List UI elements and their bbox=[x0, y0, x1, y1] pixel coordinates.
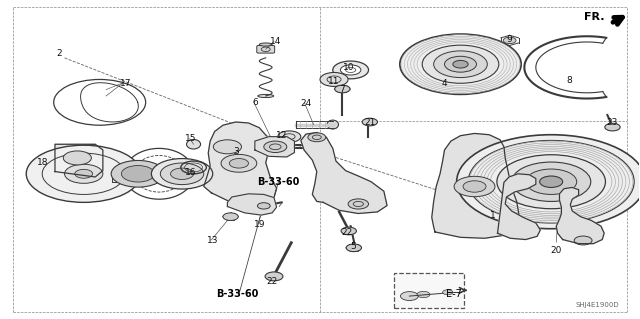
Circle shape bbox=[540, 176, 563, 188]
Circle shape bbox=[264, 141, 287, 152]
Text: SHJ4E1900D: SHJ4E1900D bbox=[575, 302, 619, 308]
Ellipse shape bbox=[259, 43, 272, 46]
Circle shape bbox=[265, 272, 283, 281]
Text: B-33-60: B-33-60 bbox=[257, 177, 300, 187]
Polygon shape bbox=[55, 144, 103, 177]
Text: 13: 13 bbox=[207, 236, 218, 245]
Circle shape bbox=[26, 145, 141, 202]
Polygon shape bbox=[255, 137, 294, 157]
Text: 2: 2 bbox=[56, 48, 62, 58]
Circle shape bbox=[503, 37, 516, 44]
Circle shape bbox=[213, 140, 241, 154]
Circle shape bbox=[453, 60, 468, 68]
Ellipse shape bbox=[186, 139, 200, 149]
Polygon shape bbox=[113, 173, 125, 182]
Text: FR.: FR. bbox=[584, 12, 604, 22]
Circle shape bbox=[320, 72, 348, 86]
Polygon shape bbox=[204, 122, 276, 204]
Circle shape bbox=[75, 169, 93, 178]
Text: 12: 12 bbox=[276, 131, 287, 140]
Circle shape bbox=[278, 131, 301, 142]
Circle shape bbox=[340, 65, 361, 75]
Circle shape bbox=[348, 199, 369, 209]
Circle shape bbox=[229, 159, 248, 168]
Circle shape bbox=[63, 151, 92, 165]
Text: 16: 16 bbox=[185, 168, 196, 177]
Circle shape bbox=[346, 244, 362, 252]
Text: 10: 10 bbox=[343, 63, 355, 72]
Circle shape bbox=[454, 176, 495, 197]
Text: E-7: E-7 bbox=[446, 288, 462, 299]
Circle shape bbox=[574, 236, 592, 245]
Circle shape bbox=[308, 133, 326, 142]
Circle shape bbox=[161, 163, 204, 185]
Polygon shape bbox=[556, 188, 604, 244]
Text: B-33-60: B-33-60 bbox=[216, 289, 258, 300]
Circle shape bbox=[341, 227, 356, 235]
Circle shape bbox=[401, 292, 419, 300]
Text: 17: 17 bbox=[120, 79, 131, 88]
FancyBboxPatch shape bbox=[394, 273, 464, 308]
Circle shape bbox=[335, 85, 350, 93]
Circle shape bbox=[463, 181, 486, 192]
Circle shape bbox=[65, 164, 103, 183]
Circle shape bbox=[605, 123, 620, 131]
Text: 15: 15 bbox=[185, 134, 196, 143]
Text: 3: 3 bbox=[233, 147, 239, 156]
Ellipse shape bbox=[327, 120, 339, 129]
Text: 19: 19 bbox=[253, 220, 265, 229]
Circle shape bbox=[152, 159, 212, 189]
Circle shape bbox=[422, 45, 499, 83]
Text: 11: 11 bbox=[328, 77, 340, 86]
Polygon shape bbox=[497, 174, 540, 240]
Circle shape bbox=[223, 213, 238, 220]
Text: 22: 22 bbox=[266, 277, 278, 286]
Circle shape bbox=[497, 155, 605, 209]
Circle shape bbox=[257, 203, 270, 209]
Text: 18: 18 bbox=[36, 158, 48, 167]
Text: 21: 21 bbox=[364, 118, 376, 128]
Circle shape bbox=[511, 162, 591, 201]
Text: 7: 7 bbox=[339, 85, 345, 94]
Text: 8: 8 bbox=[566, 76, 572, 85]
Polygon shape bbox=[432, 133, 519, 238]
Circle shape bbox=[362, 118, 378, 126]
Text: 1: 1 bbox=[490, 211, 495, 219]
Circle shape bbox=[525, 169, 577, 195]
Text: 23: 23 bbox=[607, 118, 618, 128]
Circle shape bbox=[443, 290, 453, 295]
Circle shape bbox=[221, 154, 257, 172]
Circle shape bbox=[457, 135, 640, 229]
Circle shape bbox=[122, 166, 155, 182]
FancyBboxPatch shape bbox=[257, 46, 275, 53]
Circle shape bbox=[400, 34, 521, 94]
Circle shape bbox=[434, 51, 487, 78]
Text: 5: 5 bbox=[350, 242, 356, 251]
Circle shape bbox=[171, 168, 193, 180]
Text: 4: 4 bbox=[442, 79, 447, 88]
Text: 14: 14 bbox=[269, 38, 281, 47]
Polygon shape bbox=[301, 132, 387, 213]
Ellipse shape bbox=[258, 94, 274, 98]
Circle shape bbox=[333, 61, 369, 79]
Text: 20: 20 bbox=[550, 246, 562, 255]
Text: 24: 24 bbox=[300, 100, 312, 108]
Polygon shape bbox=[227, 194, 276, 215]
Circle shape bbox=[417, 291, 430, 298]
Circle shape bbox=[445, 56, 476, 72]
Text: 22: 22 bbox=[341, 228, 353, 237]
Circle shape bbox=[111, 160, 165, 187]
Text: 6: 6 bbox=[252, 98, 258, 107]
Text: 9: 9 bbox=[507, 35, 513, 44]
